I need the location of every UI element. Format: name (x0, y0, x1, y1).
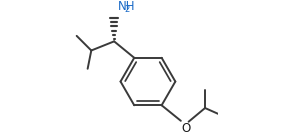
Text: NH: NH (118, 1, 135, 13)
Text: 2: 2 (124, 5, 130, 14)
Text: O: O (181, 122, 191, 135)
